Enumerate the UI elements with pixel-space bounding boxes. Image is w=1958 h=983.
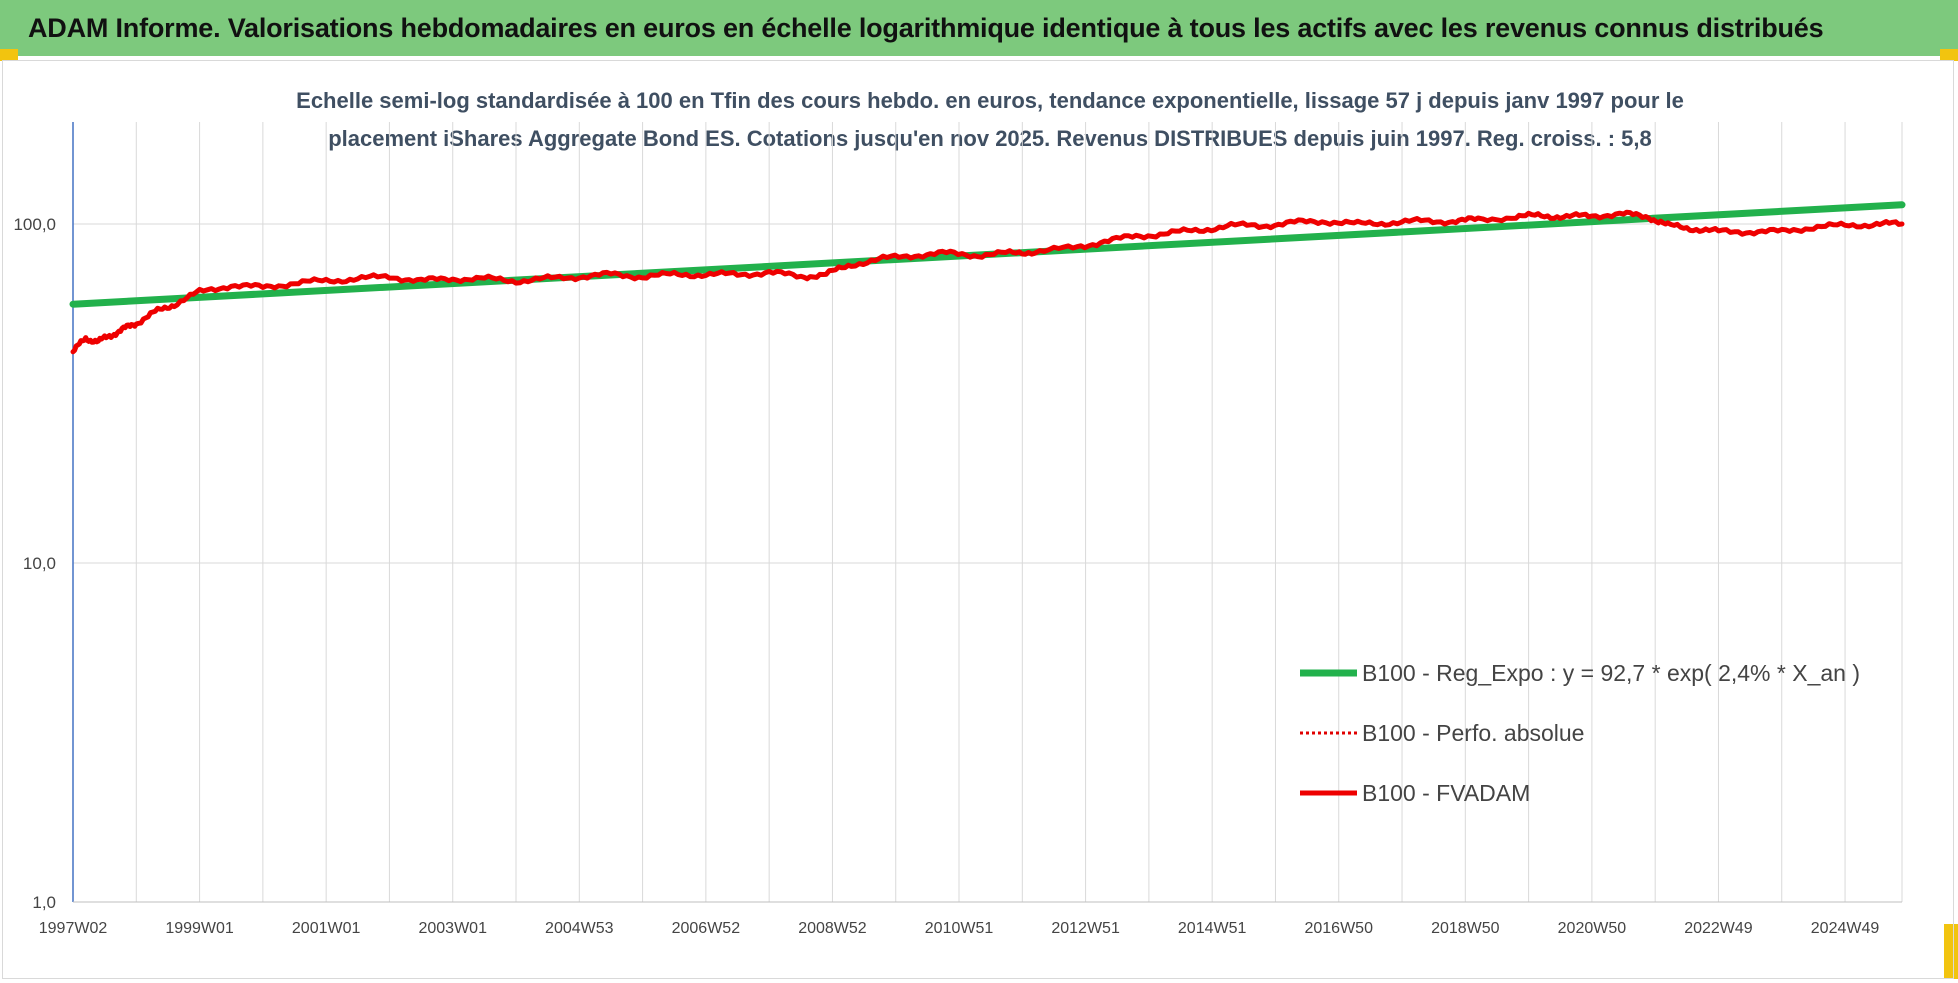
legend: B100 - Reg_Expo : y = 92,7 * exp( 2,4% *… (1300, 660, 1860, 806)
legend-label-fvadam: B100 - FVADAM (1362, 780, 1530, 806)
series-lines (69, 201, 1906, 355)
corner-marker-top-right (1940, 49, 1958, 61)
corner-marker-bottom-right (1944, 924, 1958, 979)
x-tick-label: 2008W52 (798, 920, 867, 937)
x-tick-label: 2016W50 (1304, 920, 1373, 937)
x-tick-label: 2006W52 (672, 920, 741, 937)
series-line-fvadam (70, 209, 1905, 355)
x-tick-label: 2024W49 (1811, 920, 1880, 937)
chart-frame (2, 60, 1954, 979)
x-tick-label: 1997W02 (39, 920, 108, 937)
corner-marker-top-left (0, 49, 18, 61)
chart-title: Echelle semi-log standardisée à 100 en T… (140, 82, 1840, 158)
y-tick-label: 10,0 (23, 554, 56, 573)
legend-label-regression: B100 - Reg_Expo : y = 92,7 * exp( 2,4% *… (1362, 660, 1860, 686)
x-tick-label: 2003W01 (418, 920, 487, 937)
chart-title-line-2: placement iShares Aggregate Bond ES. Cot… (328, 126, 1652, 151)
x-tick-label: 2018W50 (1431, 920, 1500, 937)
axes: 1,0 10,0 100,0 1997W02 1999W01 2001W01 2003W01… (13, 122, 1902, 937)
gridlines (73, 122, 1903, 903)
legend-label-perfo-absolue: B100 - Perfo. absolue (1362, 720, 1584, 746)
page-title: ADAM Informe. Valorisations hebdomadaire… (0, 0, 1958, 56)
x-tick-label: 2020W50 (1558, 920, 1627, 937)
y-tick-label: 100,0 (13, 215, 56, 234)
x-tick-label: 2022W49 (1684, 920, 1753, 937)
x-tick-label: 2012W51 (1051, 920, 1120, 937)
x-tick-label: 2001W01 (292, 920, 361, 937)
x-tick-label: 2010W51 (925, 920, 994, 937)
y-tick-label: 1,0 (32, 893, 56, 912)
x-tick-label: 2014W51 (1178, 920, 1247, 937)
x-tick-label: 1999W01 (165, 920, 234, 937)
x-tick-label: 2004W53 (545, 920, 614, 937)
chart-title-line-1: Echelle semi-log standardisée à 100 en T… (296, 88, 1684, 113)
